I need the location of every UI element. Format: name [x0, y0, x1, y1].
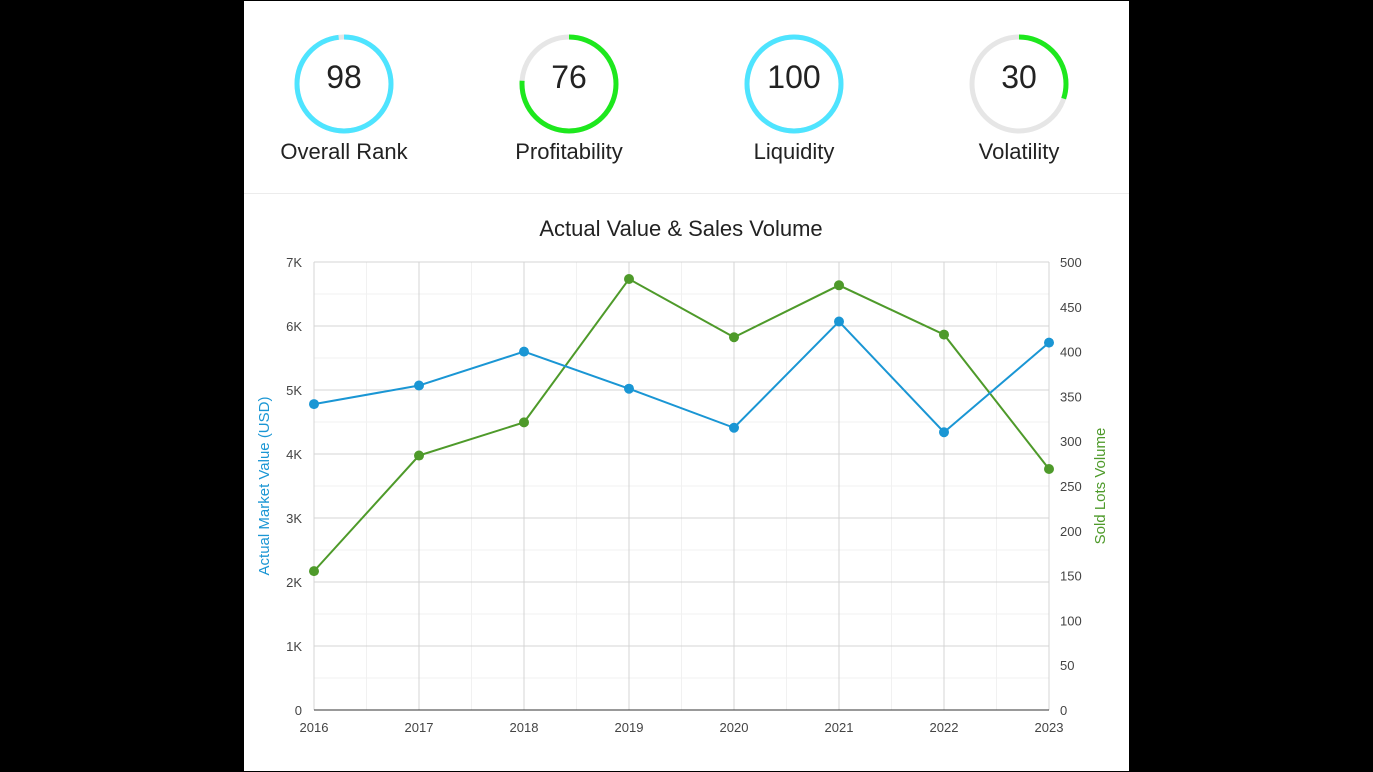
x-tick-label: 2023	[1035, 720, 1064, 735]
x-tick-label: 2017	[405, 720, 434, 735]
data-point-left[interactable]	[309, 399, 319, 410]
data-point-left[interactable]	[939, 427, 949, 438]
gauge-value: 76	[551, 59, 587, 95]
gauge-label: Volatility	[978, 139, 1060, 164]
chart-title: Actual Value & Sales Volume	[539, 216, 822, 241]
gauge-ring	[969, 34, 1069, 134]
data-point-right[interactable]	[834, 280, 844, 291]
x-tick-label: 2019	[615, 720, 644, 735]
x-ticks: 2016 2017 2018 2019 2020 2021 2022 2023	[300, 720, 1064, 735]
data-point-right[interactable]	[519, 417, 529, 428]
y-left-ticks: 0 1K 2K 3K 4K 5K 6K 7K	[286, 255, 302, 718]
data-point-left[interactable]	[834, 316, 844, 327]
data-point-left[interactable]	[624, 383, 634, 394]
data-point-right[interactable]	[729, 332, 739, 343]
y-right-tick-label: 300	[1060, 434, 1082, 449]
x-tick-label: 2016	[300, 720, 329, 735]
gauge-profitability: 76 Profitability	[469, 33, 669, 173]
y-axis-left-label: Actual Market Value (USD)	[256, 397, 273, 576]
y-right-tick-label: 450	[1060, 300, 1082, 315]
y-right-ticks: 0 50 100 150 200 250 300 350 400 450 500	[1060, 255, 1082, 718]
y-right-tick-label: 200	[1060, 524, 1082, 539]
data-point-left[interactable]	[414, 380, 424, 391]
series-layer	[309, 274, 1054, 577]
x-tick-label: 2021	[825, 720, 854, 735]
y-left-tick-label: 5K	[286, 383, 302, 398]
data-point-right[interactable]	[624, 274, 634, 285]
y-right-tick-label: 150	[1060, 569, 1082, 584]
y-left-tick-label: 0	[295, 703, 302, 718]
data-point-left[interactable]	[519, 346, 529, 357]
y-right-tick-label: 400	[1060, 345, 1082, 360]
data-point-left[interactable]	[1044, 337, 1054, 348]
x-tick-label: 2020	[720, 720, 749, 735]
gauge-overall-rank: 98 Overall Rank	[244, 33, 444, 173]
y-right-tick-label: 50	[1060, 658, 1074, 673]
y-left-tick-label: 1K	[286, 639, 302, 654]
gauge-label: Profitability	[515, 139, 623, 164]
y-left-tick-label: 7K	[286, 255, 302, 270]
dashboard-panel: 98 Overall Rank 76 Profitability 100 Liq…	[244, 1, 1129, 771]
gauge-volatility: 30 Volatility	[919, 33, 1119, 173]
data-point-right[interactable]	[309, 566, 319, 577]
gauge-ring	[294, 34, 394, 134]
y-left-tick-label: 6K	[286, 319, 302, 334]
y-axis-right-label: Sold Lots Volume	[1092, 428, 1109, 545]
y-right-tick-label: 250	[1060, 479, 1082, 494]
gauge-liquidity: 100 Liquidity	[694, 33, 894, 173]
gauge-value: 98	[326, 59, 362, 95]
y-left-tick-label: 4K	[286, 447, 302, 462]
line-chart: Actual Value & Sales Volume 0 1K 2K 3K 4K 5K 6…	[256, 216, 1109, 735]
y-left-tick-label: 3K	[286, 511, 302, 526]
x-tick-label: 2022	[930, 720, 959, 735]
data-point-right[interactable]	[414, 450, 424, 461]
gauge-label: Liquidity	[753, 139, 835, 164]
series-line-left	[313, 320, 1050, 434]
section-divider	[244, 193, 1129, 194]
data-point-right[interactable]	[939, 329, 949, 340]
gauge-value: 30	[1001, 59, 1037, 95]
gauge-ring	[744, 34, 844, 134]
series-line-right	[313, 277, 1050, 572]
y-right-tick-label: 100	[1060, 613, 1082, 628]
gauge-ring	[519, 34, 619, 134]
x-tick-label: 2018	[510, 720, 539, 735]
data-point-left[interactable]	[729, 422, 739, 433]
y-right-tick-label: 0	[1060, 703, 1067, 718]
data-point-right[interactable]	[1044, 463, 1054, 474]
y-left-tick-label: 2K	[286, 575, 302, 590]
gauge-value: 100	[767, 59, 821, 95]
grid-minor	[313, 261, 1050, 711]
y-right-tick-label: 350	[1060, 389, 1082, 404]
gauge-label: Overall Rank	[280, 139, 408, 164]
y-right-tick-label: 500	[1060, 255, 1082, 270]
